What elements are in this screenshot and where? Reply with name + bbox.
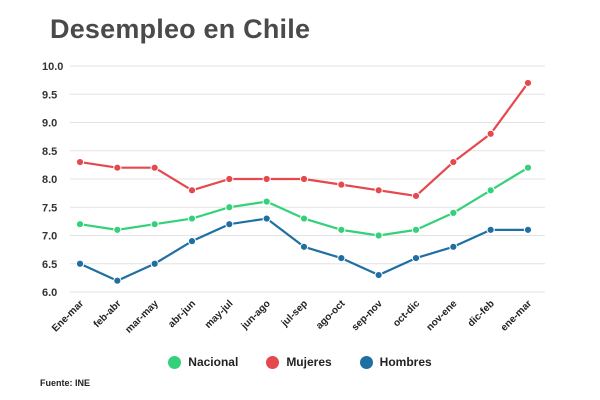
legend-item-hombres: Hombres	[359, 355, 432, 369]
y-tick-label: 7.0	[42, 231, 57, 243]
x-tick-label: ene-mar	[499, 298, 534, 333]
y-tick-label: 6.5	[42, 259, 57, 271]
legend-item-nacional: Nacional	[168, 355, 238, 369]
data-point-hombres	[150, 259, 159, 268]
data-point-nacional	[150, 220, 159, 229]
data-point-mujeres	[75, 157, 85, 167]
data-point-hombres	[262, 214, 271, 223]
data-point-nacional	[411, 225, 421, 234]
data-point-hombres	[225, 220, 234, 229]
x-tick-label: ago-oct	[314, 298, 348, 332]
data-point-nacional	[337, 225, 346, 234]
data-point-nacional	[262, 197, 271, 206]
data-point-nacional	[187, 214, 197, 223]
series-lines	[75, 78, 533, 285]
legend: Nacional Mujeres Hombres	[0, 355, 600, 369]
x-tick-label: may-jul	[203, 298, 236, 331]
data-point-nacional	[75, 220, 85, 229]
x-tick-label: dic-feb	[466, 298, 497, 329]
x-axis-ticks: Ene-mar feb-abr mar-may abr-jun may-jul jun-a…	[50, 298, 534, 336]
y-tick-label: 7.5	[42, 202, 57, 214]
legend-item-mujeres: Mujeres	[266, 355, 332, 369]
data-point-hombres	[187, 237, 197, 246]
data-point-hombres	[449, 242, 458, 251]
y-tick-label: 10.0	[42, 61, 63, 73]
data-point-mujeres	[262, 174, 271, 184]
data-point-mujeres	[374, 186, 383, 195]
data-point-mujeres	[523, 78, 533, 88]
data-point-hombres	[337, 254, 346, 263]
legend-swatch-hombres	[359, 355, 373, 369]
y-tick-label: 6.0	[42, 287, 57, 299]
x-tick-label: sep-nov	[350, 298, 385, 333]
x-tick-label: abr-jun	[166, 298, 198, 330]
data-point-hombres	[523, 225, 533, 234]
source-note: Fuente: INE	[40, 378, 91, 388]
x-tick-label: mar-may	[124, 298, 162, 336]
legend-swatch-mujeres	[266, 355, 280, 369]
legend-label-nacional: Nacional	[188, 355, 239, 369]
data-point-hombres	[113, 276, 122, 285]
data-point-mujeres	[150, 163, 159, 172]
y-axis-ticks: 6.0 6.5 7.0 7.5 8.0 8.5 9.0 9.5 10.0	[42, 61, 63, 299]
data-point-nacional	[299, 214, 309, 223]
data-point-mujeres	[449, 157, 458, 167]
x-tick-label: feb-abr	[92, 298, 124, 330]
y-tick-label: 9.0	[42, 118, 57, 130]
x-tick-label: Ene-mar	[50, 298, 86, 334]
data-point-mujeres	[337, 180, 346, 189]
data-point-hombres	[374, 270, 383, 280]
legend-swatch-nacional	[168, 355, 182, 369]
x-tick-label: oct-dic	[391, 298, 422, 329]
legend-label-hombres: Hombres	[379, 355, 432, 369]
data-point-nacional	[523, 163, 533, 172]
data-point-hombres	[411, 254, 421, 263]
data-point-nacional	[486, 186, 495, 195]
data-point-mujeres	[299, 174, 309, 184]
x-tick-label: jun-ago	[239, 298, 273, 332]
x-tick-label: nov-ene	[425, 298, 460, 333]
chart-title: Desempleo en Chile	[50, 14, 311, 44]
data-point-mujeres	[187, 186, 197, 195]
data-point-hombres	[486, 225, 495, 234]
y-tick-label: 9.5	[42, 89, 57, 101]
data-point-hombres	[299, 242, 309, 251]
y-tick-label: 8.0	[42, 174, 57, 186]
data-point-mujeres	[113, 163, 122, 172]
data-point-nacional	[374, 231, 383, 240]
legend-label-mujeres: Mujeres	[286, 355, 332, 369]
data-point-nacional	[225, 203, 234, 212]
data-point-mujeres	[411, 191, 421, 201]
y-tick-label: 8.5	[42, 146, 57, 158]
data-point-nacional	[113, 225, 122, 234]
data-point-mujeres	[225, 174, 234, 184]
data-point-nacional	[449, 208, 458, 217]
data-point-mujeres	[486, 129, 495, 138]
data-point-hombres	[75, 259, 85, 268]
gridlines	[70, 65, 545, 293]
x-tick-label: jul-sep	[279, 298, 310, 329]
